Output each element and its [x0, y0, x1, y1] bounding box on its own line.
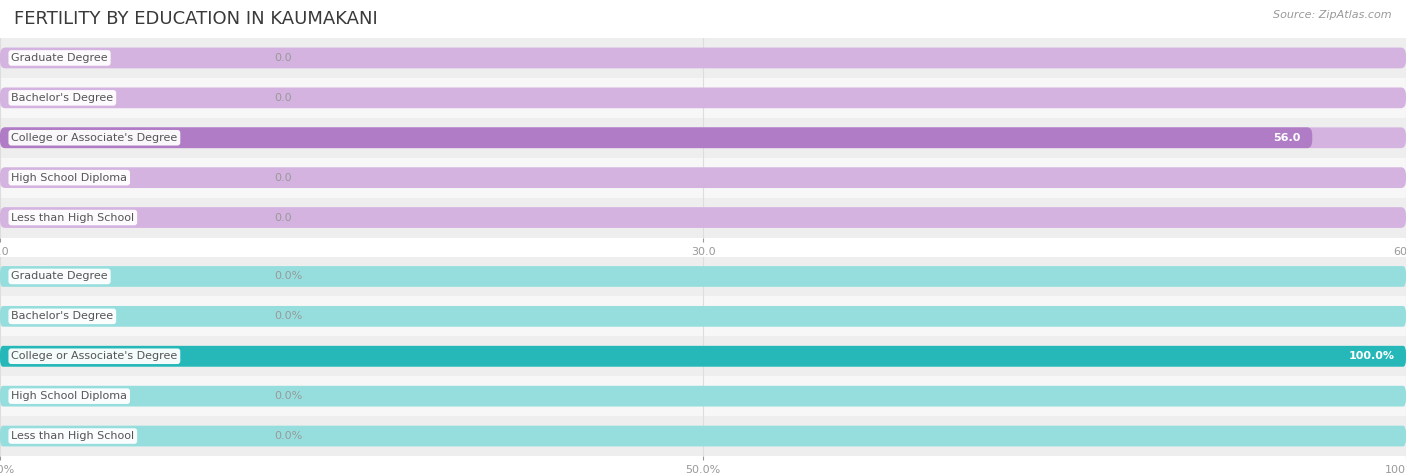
- Text: College or Associate's Degree: College or Associate's Degree: [11, 133, 177, 143]
- Text: High School Diploma: High School Diploma: [11, 172, 128, 183]
- Text: Less than High School: Less than High School: [11, 431, 135, 441]
- Bar: [0, 416, 1406, 456]
- FancyBboxPatch shape: [0, 127, 1406, 148]
- Text: 100.0%: 100.0%: [1348, 351, 1395, 361]
- FancyBboxPatch shape: [0, 346, 1406, 367]
- Text: College or Associate's Degree: College or Associate's Degree: [11, 351, 177, 361]
- FancyBboxPatch shape: [0, 386, 1406, 407]
- FancyBboxPatch shape: [0, 346, 1406, 367]
- FancyBboxPatch shape: [0, 207, 1406, 228]
- Text: Bachelor's Degree: Bachelor's Degree: [11, 311, 114, 322]
- Bar: [0, 78, 1406, 118]
- Bar: [0, 376, 1406, 416]
- Text: Source: ZipAtlas.com: Source: ZipAtlas.com: [1274, 10, 1392, 19]
- Bar: [0, 256, 1406, 296]
- Bar: [0, 158, 1406, 198]
- Text: 56.0: 56.0: [1274, 133, 1301, 143]
- Text: 0.0: 0.0: [274, 172, 292, 183]
- Text: Graduate Degree: Graduate Degree: [11, 271, 108, 282]
- FancyBboxPatch shape: [0, 426, 1406, 446]
- Bar: [0, 118, 1406, 158]
- Text: Bachelor's Degree: Bachelor's Degree: [11, 93, 114, 103]
- Text: 0.0: 0.0: [274, 212, 292, 223]
- Text: Less than High School: Less than High School: [11, 212, 135, 223]
- Text: 0.0: 0.0: [274, 53, 292, 63]
- Bar: [0, 38, 1406, 78]
- Bar: [0, 198, 1406, 238]
- Text: Graduate Degree: Graduate Degree: [11, 53, 108, 63]
- Text: FERTILITY BY EDUCATION IN KAUMAKANI: FERTILITY BY EDUCATION IN KAUMAKANI: [14, 10, 378, 28]
- Text: 0.0%: 0.0%: [274, 431, 302, 441]
- FancyBboxPatch shape: [0, 127, 1312, 148]
- Bar: [0, 296, 1406, 336]
- FancyBboxPatch shape: [0, 167, 1406, 188]
- Text: 0.0%: 0.0%: [274, 311, 302, 322]
- Bar: [0, 336, 1406, 376]
- FancyBboxPatch shape: [0, 87, 1406, 108]
- FancyBboxPatch shape: [0, 266, 1406, 287]
- FancyBboxPatch shape: [0, 48, 1406, 68]
- Text: 0.0%: 0.0%: [274, 271, 302, 282]
- Text: 0.0%: 0.0%: [274, 391, 302, 401]
- Text: 0.0: 0.0: [274, 93, 292, 103]
- FancyBboxPatch shape: [0, 306, 1406, 327]
- Text: High School Diploma: High School Diploma: [11, 391, 128, 401]
